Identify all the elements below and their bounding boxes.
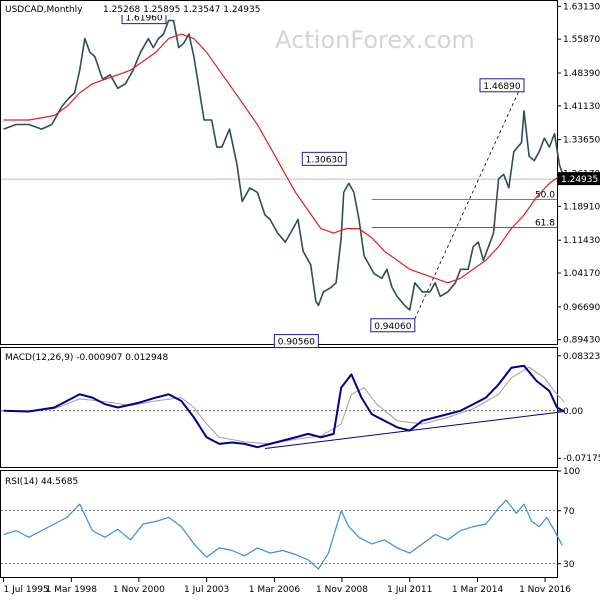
annotation-box-2 [301, 151, 347, 166]
rsi-panel-frame [0, 470, 558, 578]
x-tick-label-1: 1 Mar 1998 [46, 585, 98, 595]
annotation-label-0: 1.61960 [125, 14, 162, 24]
sma-line [3, 33, 563, 284]
price-y-tick-label-3: 1.41130 [563, 102, 600, 112]
x-tick-label-6: 1 Jul 2011 [387, 585, 432, 595]
annotation-label-1: 0.90560 [278, 338, 315, 348]
price-y-tick-label-0: 1.63130 [563, 2, 600, 12]
symbol-title: USDCAD,Monthly [5, 5, 83, 15]
price-y-tick-label-1: 1.55870 [563, 35, 600, 45]
macd-panel-frame [0, 347, 558, 468]
rsi-y-tick-label-2: 30 [563, 560, 575, 570]
x-tick-label-7: 1 Mar 2014 [452, 585, 504, 595]
x-tick-label-0: 1 Jul 1995 [4, 585, 49, 595]
price-y-tick-label-2: 1.48390 [563, 69, 600, 79]
annotation-label-2: 1.30630 [306, 155, 343, 165]
current-price-label: 1.24935 [561, 175, 598, 185]
rsi-line [3, 499, 563, 570]
x-tick-label-8: 1 Nov 2016 [519, 585, 571, 595]
x-tick-label-3: 1 Jul 2003 [184, 585, 229, 595]
x-tick-label-5: 1 Nov 2008 [316, 585, 368, 595]
price-y-tick-label-4: 1.33650 [563, 136, 600, 146]
macd-signal-line [3, 366, 565, 445]
macd-y-tick-label-2: -0.071752 [563, 454, 600, 464]
price-header-bg [2, 2, 242, 15]
ohlc-values: 1.25268 1.25895 1.23547 1.24935 [103, 5, 260, 15]
macd-trend-line [264, 410, 565, 449]
rsi-y-tick-label-1: 70 [563, 507, 575, 517]
macd-y-tick-label-1: 0.00 [563, 407, 583, 417]
macd-label: MACD(12,26,9) -0.000907 0.012948 [5, 353, 168, 363]
macd-layer [1, 364, 566, 449]
current-price-box [558, 172, 600, 186]
price-panel-frame [0, 0, 558, 345]
rsi-y-tick-label-0: 100 [563, 467, 580, 477]
macd-y-tick-label-0: 0.083235 [563, 352, 600, 362]
macd-line [3, 364, 566, 449]
price-y-tick-label-8: 1.04170 [563, 269, 600, 279]
fib-level-label-0: 50.0 [535, 190, 555, 200]
fib-level-label-1: 61.8 [535, 218, 555, 228]
rsi-label: RSI(14) 44.5685 [5, 477, 78, 487]
annotation-box-1 [273, 334, 319, 349]
annotation-label-3: 0.94060 [374, 322, 411, 332]
x-tick-label-4: 1 Mar 2006 [249, 585, 301, 595]
rsi-layer [1, 499, 563, 570]
annotation-box-3 [370, 318, 416, 333]
price-y-tick-label-9: 0.96690 [563, 303, 600, 313]
annotation-label-4: 1.46890 [483, 82, 520, 92]
annotation-box-4 [479, 78, 525, 93]
price-y-tick-label-6: 1.18910 [563, 202, 600, 212]
axis-layer: 1.631301.558701.483901.411301.336501.261… [3, 2, 600, 595]
price-y-tick-label-10: 0.89430 [563, 336, 600, 346]
watermark: ActionForex.com [275, 26, 475, 54]
price-trend-line [414, 79, 525, 319]
x-tick-label-2: 1 Nov 2000 [113, 585, 165, 595]
price-y-tick-label-7: 1.11430 [563, 236, 600, 246]
price-line [3, 19, 566, 311]
